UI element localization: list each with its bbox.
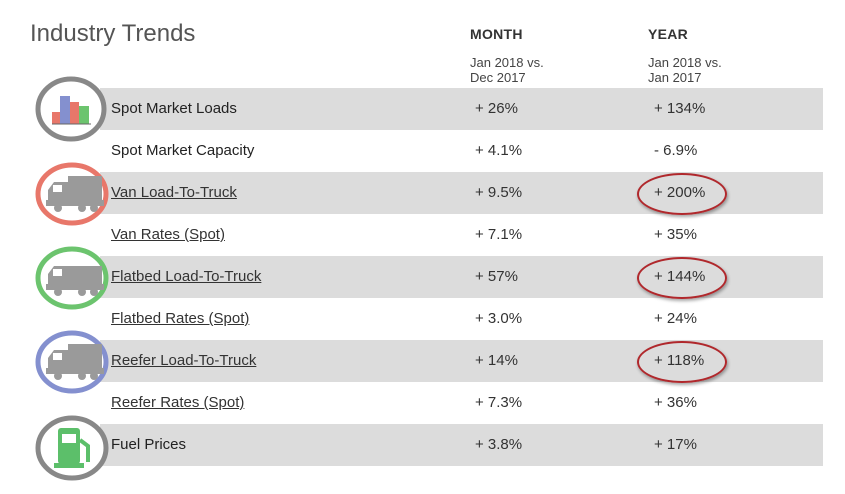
row-year-value: + 35% xyxy=(654,226,697,243)
highlight-circle xyxy=(637,173,727,215)
page-title: Industry Trends xyxy=(30,20,196,47)
row-month-value: + 9.5% xyxy=(475,184,523,201)
trend-row: Van Rates (Spot) + 7.1% + 35% xyxy=(0,214,823,256)
row-label-spot-market-capacity: Spot Market Capacity xyxy=(111,142,255,159)
month-compare-line1: Jan 2018 vs. xyxy=(470,55,544,70)
year-column-header: YEAR xyxy=(648,26,689,42)
row-month-value: + 26% xyxy=(475,100,518,117)
month-compare-line2: Dec 2017 xyxy=(470,70,526,85)
reefer-truck-icon xyxy=(34,330,110,394)
month-column-subheader: Jan 2018 vs. Dec 2017 xyxy=(470,55,590,85)
row-bg-fuel-prices xyxy=(100,424,823,466)
reefer-rates-link[interactable]: Reefer Rates (Spot) xyxy=(111,394,245,411)
flatbed-truck-icon xyxy=(34,246,110,310)
trend-row: Flatbed Load-To-Truck + 57% + 144% xyxy=(0,256,823,299)
highlight-circle xyxy=(637,257,727,299)
row-month-value: + 14% xyxy=(475,352,518,369)
month-column-header: MONTH xyxy=(470,26,523,42)
trend-row: Reefer Rates (Spot) + 7.3% + 36% xyxy=(0,382,823,424)
van-rates-link[interactable]: Van Rates (Spot) xyxy=(111,226,225,243)
highlight-circle xyxy=(637,341,727,383)
row-year-value: + 17% xyxy=(654,436,697,453)
row-bg-spot-market-loads xyxy=(100,88,823,130)
row-month-value: + 3.8% xyxy=(475,436,523,453)
row-year-value: + 134% xyxy=(654,100,706,117)
trend-row: Flatbed Rates (Spot) + 3.0% + 24% xyxy=(0,298,823,340)
van-load-to-truck-link[interactable]: Van Load-To-Truck xyxy=(111,184,237,201)
trend-row: Spot Market Loads + 26% + 134% xyxy=(0,88,823,130)
trend-row: Reefer Load-To-Truck + 14% + 118% xyxy=(0,340,823,383)
trend-row: Spot Market Capacity + 4.1% - 6.9% xyxy=(0,130,823,172)
trend-row: Van Load-To-Truck + 9.5% + 200% xyxy=(0,172,823,215)
trend-row: Fuel Prices + 3.8% + 17% xyxy=(0,424,823,466)
row-month-value: + 4.1% xyxy=(475,142,523,159)
fuel-pump-icon xyxy=(34,414,110,482)
row-month-value: + 7.1% xyxy=(475,226,523,243)
flatbed-rates-link[interactable]: Flatbed Rates (Spot) xyxy=(111,310,250,327)
flatbed-load-to-truck-link[interactable]: Flatbed Load-To-Truck xyxy=(111,268,262,285)
van-truck-icon xyxy=(34,162,110,226)
bar-chart-icon xyxy=(34,76,108,142)
year-column-subheader: Jan 2018 vs. Jan 2017 xyxy=(648,55,768,85)
row-month-value: + 3.0% xyxy=(475,310,523,327)
row-year-value: + 24% xyxy=(654,310,697,327)
row-year-value: + 36% xyxy=(654,394,697,411)
reefer-load-to-truck-link[interactable]: Reefer Load-To-Truck xyxy=(111,352,257,369)
year-compare-line1: Jan 2018 vs. xyxy=(648,55,722,70)
row-label-fuel-prices: Fuel Prices xyxy=(111,436,187,453)
row-year-value: - 6.9% xyxy=(654,142,698,159)
row-month-value: + 7.3% xyxy=(475,394,523,411)
row-label-spot-market-loads: Spot Market Loads xyxy=(111,100,237,117)
year-compare-line2: Jan 2017 xyxy=(648,70,702,85)
row-month-value: + 57% xyxy=(475,268,518,285)
